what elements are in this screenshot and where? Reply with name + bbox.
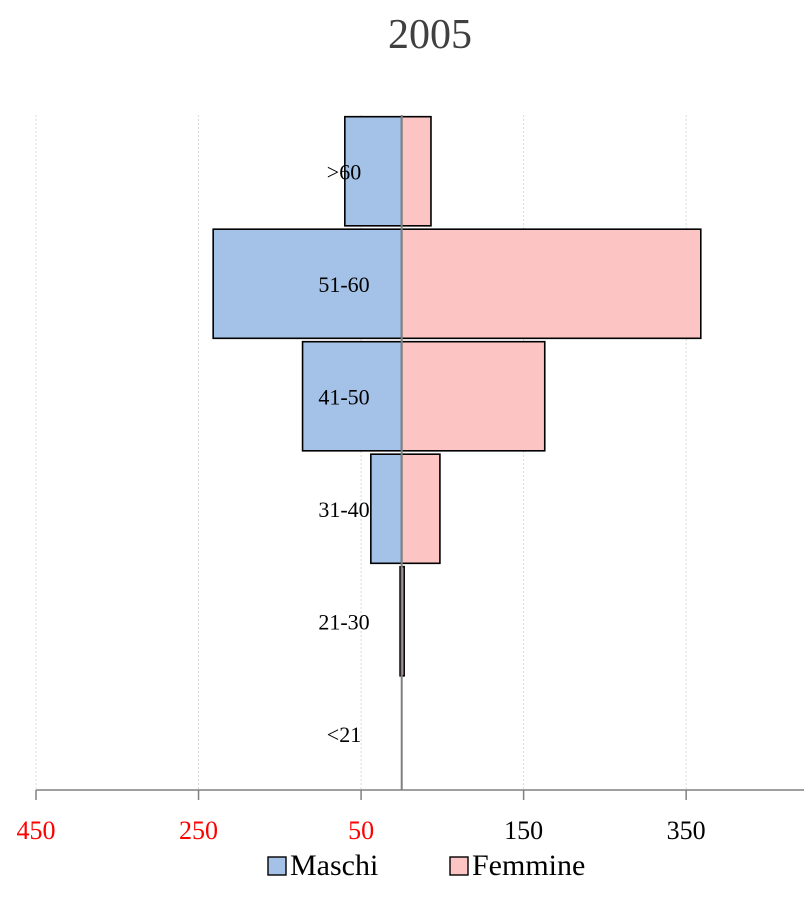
bar-femmine-5 — [400, 115, 432, 227]
category-label-4: 51-60 — [318, 272, 369, 297]
bars — [212, 115, 702, 677]
bar-maschi-5 — [344, 115, 403, 227]
bar-maschi-2 — [370, 453, 403, 565]
category-label-2: 31-40 — [318, 497, 369, 522]
x-tick-label-1: 250 — [179, 816, 218, 845]
legend-swatch-maschi — [267, 856, 287, 876]
legend-swatch-femmine — [449, 856, 469, 876]
x-tick-label-2: 50 — [348, 816, 374, 845]
category-label-5: >60 — [327, 159, 361, 184]
bar-femmine-2 — [400, 453, 441, 565]
legend-label-maschi: Maschi — [290, 849, 378, 882]
x-tick-label-0: 450 — [17, 816, 56, 845]
gridlines — [35, 115, 687, 790]
legend-label-femmine: Femmine — [472, 849, 585, 882]
category-label-0: <21 — [327, 722, 361, 747]
legend: Maschi Femmine — [267, 849, 585, 882]
x-tick-label-4: 350 — [667, 816, 706, 845]
bar-femmine-4 — [400, 228, 702, 340]
chart-title: 2005 — [388, 12, 472, 58]
bar-maschi-4 — [212, 228, 403, 340]
x-tick-label-3: 150 — [504, 816, 543, 845]
category-label-3: 41-50 — [318, 384, 369, 409]
bar-femmine-3 — [400, 340, 546, 452]
x-axis: 450 250 50 150 350 — [17, 115, 804, 845]
category-labels: <21 21-30 31-40 41-50 51-60 >60 — [318, 159, 369, 747]
category-label-1: 21-30 — [318, 609, 369, 634]
